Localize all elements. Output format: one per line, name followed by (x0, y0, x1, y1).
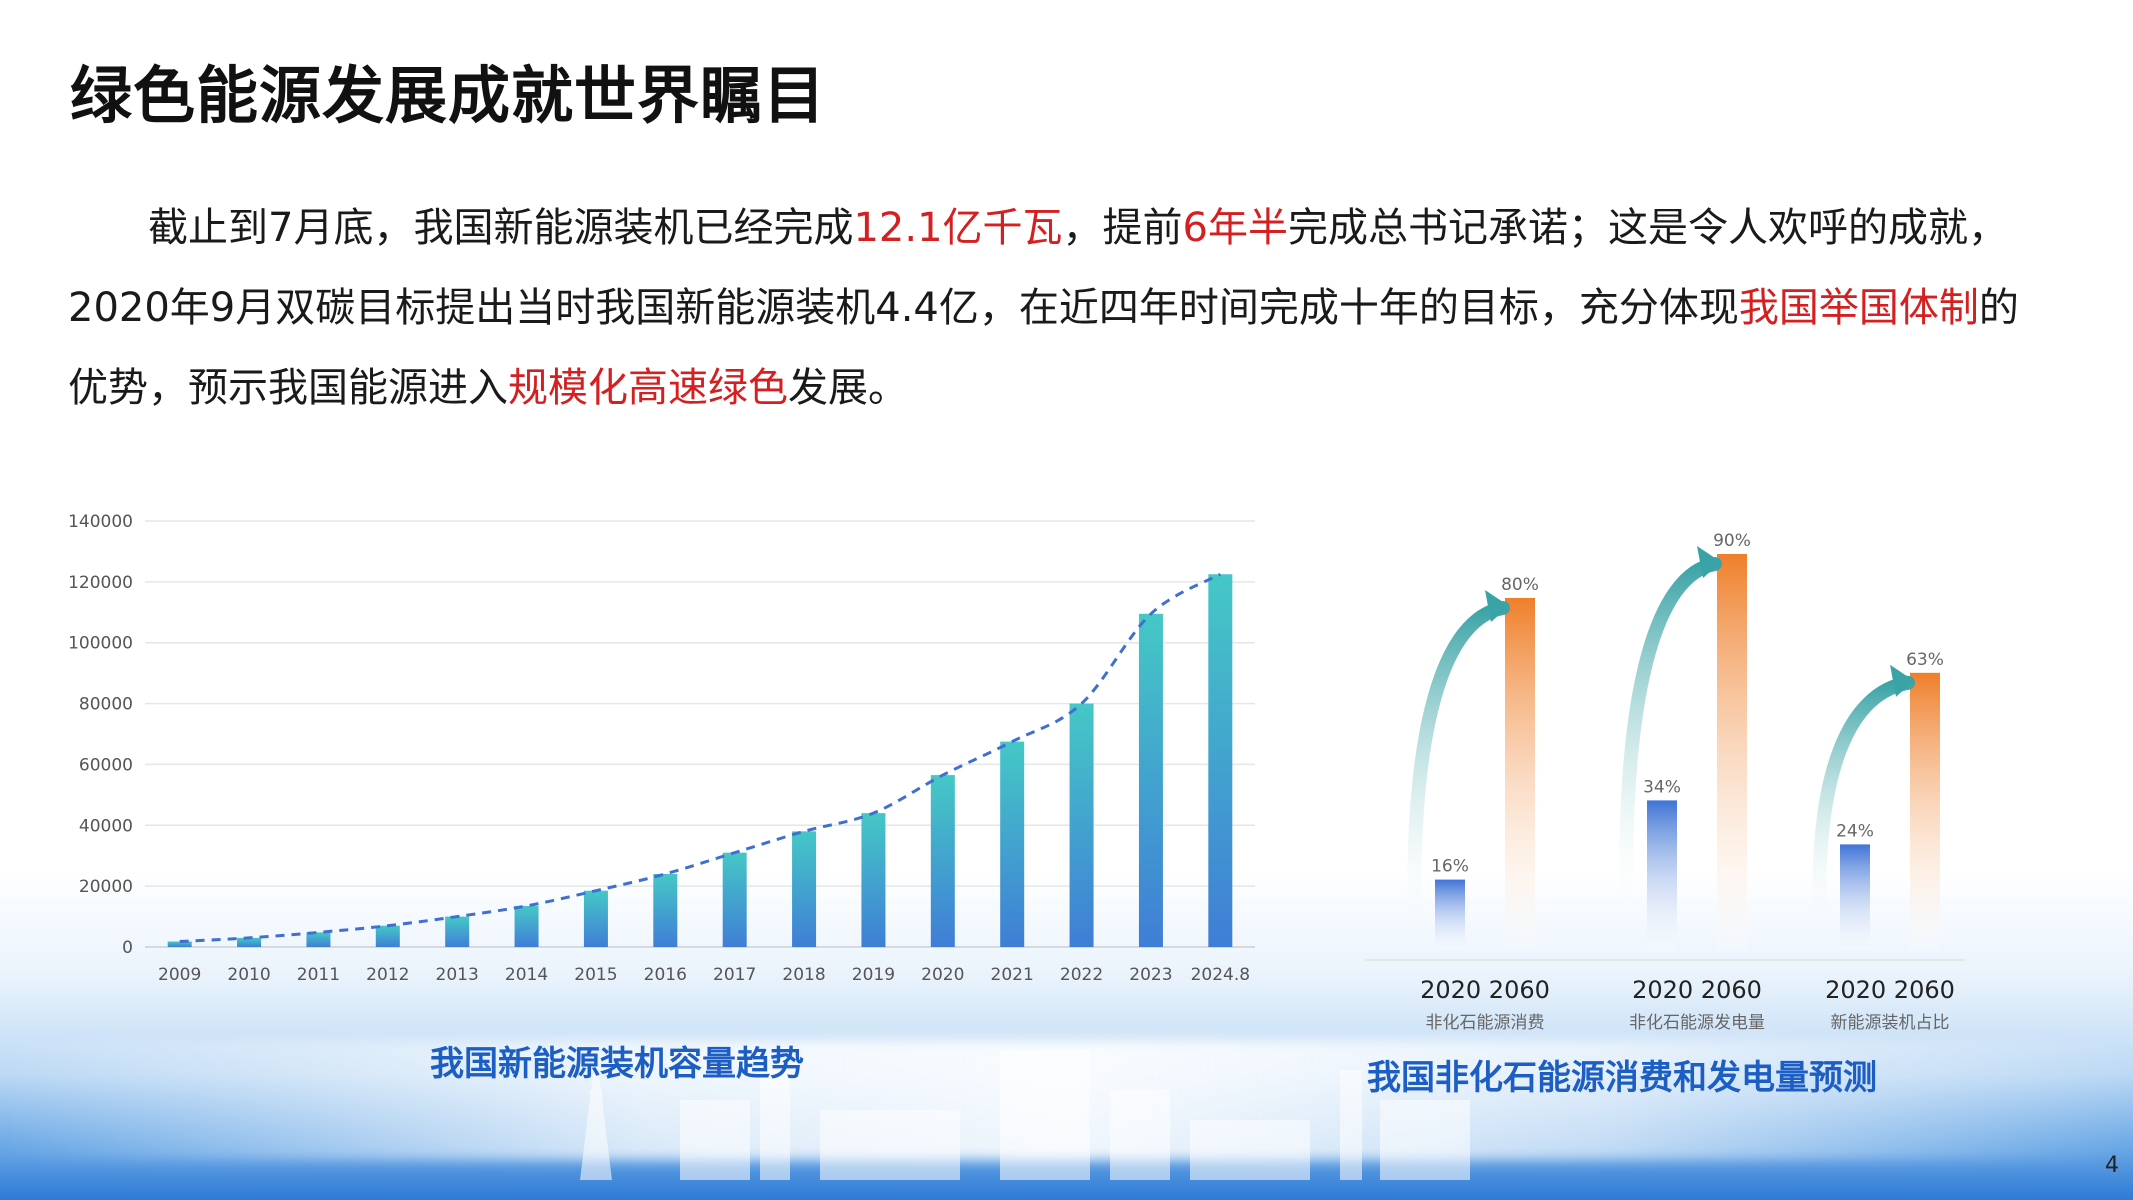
page-number: 4 (2105, 1153, 2119, 1178)
paragraph-text: 的优势，预示我国能源进入 (68, 285, 2019, 411)
highlight-text: 12.1亿千瓦 (853, 205, 1063, 251)
intro-paragraph: 截止到7月底，我国新能源装机已经完成12.1亿千瓦，提前6年半完成总书记承诺；这… (68, 188, 2028, 428)
background-city-skyline (580, 1050, 1470, 1180)
arrow-head-icon (1890, 664, 1914, 697)
bar-2022 (1069, 703, 1094, 947)
value-label: 90% (1713, 531, 1751, 551)
y-tick-label: 100000 (68, 634, 133, 654)
x-tick-label: 2011 (297, 965, 340, 985)
bar-0-2060 (1505, 598, 1535, 950)
year-labels: 2020 2060 (1632, 976, 1762, 1004)
highlight-text: 我国举国体制 (1738, 285, 1979, 331)
group-label: 非化石能源消费 (1426, 1013, 1545, 1030)
value-label: 80% (1501, 575, 1539, 595)
bar-2014 (514, 905, 539, 947)
x-tick-label: 2024.8 (1191, 965, 1250, 985)
forecast-chart-caption: 我国非化石能源消费和发电量预测 (1367, 1058, 1877, 1098)
x-tick-label: 2020 (921, 965, 964, 985)
arrow-head-icon (1697, 546, 1721, 578)
x-tick-label: 2015 (574, 965, 617, 985)
highlight-text: 6年半 (1182, 205, 1288, 251)
bar-2017 (722, 852, 747, 947)
x-tick-label: 2009 (158, 965, 201, 985)
paragraph-text: ，提前 (1062, 205, 1183, 251)
y-tick-label: 120000 (68, 573, 133, 593)
x-tick-label: 2012 (366, 965, 409, 985)
value-label: 34% (1643, 777, 1681, 797)
y-tick-label: 40000 (79, 816, 133, 836)
group-label: 新能源装机占比 (1831, 1013, 1950, 1030)
paragraph-text: 截止到7月底，我国新能源装机已经完成 (148, 205, 854, 251)
bar-2011 (306, 932, 331, 947)
y-tick-label: 60000 (79, 755, 133, 775)
bar-2015 (583, 890, 608, 947)
group-label: 非化石能源发电量 (1629, 1013, 1765, 1030)
bar-2010 (237, 937, 262, 947)
growth-arrow-icon (1619, 557, 1722, 928)
x-tick-label: 2023 (1129, 965, 1172, 985)
bar-2018 (792, 831, 817, 947)
bar-2-2020 (1840, 844, 1870, 950)
value-label: 24% (1836, 821, 1874, 841)
x-tick-label: 2022 (1060, 965, 1103, 985)
y-tick-label: 80000 (79, 695, 133, 715)
x-tick-label: 2018 (782, 965, 825, 985)
bar-2-2060 (1910, 672, 1940, 950)
growth-arrow-icon (1407, 601, 1510, 943)
value-label: 63% (1906, 650, 1944, 670)
y-tick-label: 20000 (79, 877, 133, 897)
bar-2012 (375, 925, 400, 947)
capacity-chart-caption: 我国新能源装机容量趋势 (430, 1044, 804, 1084)
y-tick-label: 140000 (68, 512, 133, 532)
y-tick-label: 0 (122, 938, 133, 958)
x-tick-label: 2010 (227, 965, 270, 985)
paragraph-text: 完成总书记承诺；这是令人欢呼的成就，2020年9月双碳目标提出当时我国新能源装机… (68, 205, 2008, 331)
bar-2023 (1138, 613, 1163, 947)
x-tick-label: 2014 (505, 965, 548, 985)
x-tick-label: 2016 (644, 965, 687, 985)
trend-line (179, 572, 1222, 944)
bar-2019 (861, 813, 886, 947)
growth-arrow-icon (1812, 675, 1915, 936)
non-fossil-forecast-chart: 16% 80% 2020 2060 非化石能源消费 34% 90% 2020 2060 非化石… (1365, 531, 1965, 1030)
x-tick-label: 2013 (436, 965, 479, 985)
x-tick-label: 2021 (991, 965, 1034, 985)
bar-0-2020 (1435, 879, 1465, 950)
year-labels: 2020 2060 (1825, 976, 1955, 1004)
bar-2009 (167, 941, 192, 947)
x-tick-label: 2019 (852, 965, 895, 985)
bar-2020 (930, 775, 955, 947)
bar-2024.8 (1208, 574, 1233, 947)
bar-2021 (1000, 741, 1025, 947)
bar-1-2020 (1647, 800, 1677, 950)
highlight-text: 规模化高速绿色 (508, 365, 788, 411)
page-title: 绿色能源发展成就世界瞩目 (70, 59, 827, 132)
bar-1-2060 (1717, 554, 1747, 950)
x-tick-label: 2017 (713, 965, 756, 985)
bar-2016 (653, 873, 678, 947)
paragraph-text: 发展。 (788, 365, 908, 411)
year-labels: 2020 2060 (1420, 976, 1550, 1004)
value-label: 16% (1431, 857, 1469, 877)
arrow-head-icon (1485, 590, 1509, 622)
capacity-trend-chart: 0 20000 40000 60000 80000 100000 120000 140000 2… (68, 512, 1255, 985)
bar-2013 (445, 916, 470, 947)
